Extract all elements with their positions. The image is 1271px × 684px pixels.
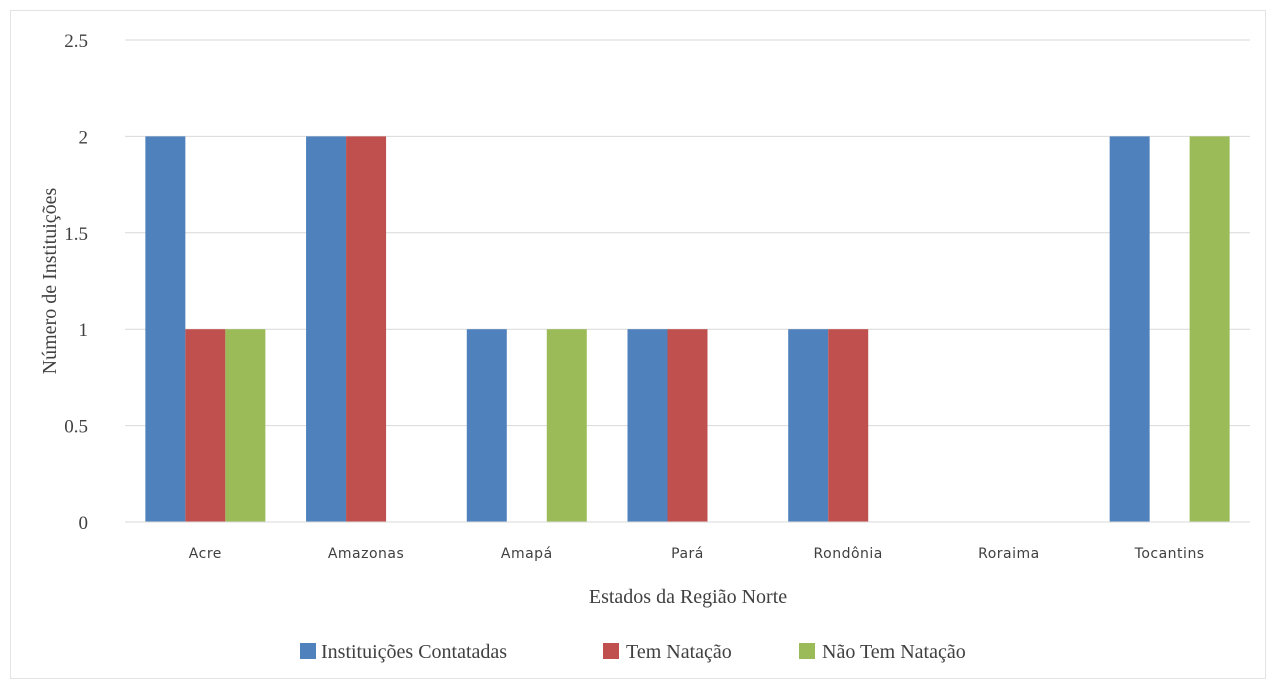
x-axis-label: Estados da Região Norte bbox=[589, 586, 787, 608]
y-tick-label: 1.5 bbox=[64, 224, 88, 245]
y-tick-label: 2 bbox=[79, 127, 89, 148]
bar bbox=[1109, 136, 1150, 522]
bar bbox=[788, 329, 829, 522]
x-tick-label: Pará bbox=[671, 546, 704, 562]
bar bbox=[306, 136, 347, 522]
legend: Instituições Contatadas Tem Natação Não Te… bbox=[300, 641, 966, 663]
x-tick-label: Tocantins bbox=[1134, 546, 1205, 562]
x-tick-label: Rondônia bbox=[814, 546, 883, 562]
legend-label: Não Tem Natação bbox=[822, 641, 966, 663]
x-axis-ticks: Acre Amazonas Amapá Pará Rondônia Roraima Toca… bbox=[189, 546, 1205, 562]
bar bbox=[346, 136, 387, 522]
legend-swatch bbox=[603, 643, 619, 659]
legend-swatch bbox=[300, 643, 316, 659]
bar bbox=[627, 329, 668, 522]
x-tick-label: Amapá bbox=[501, 546, 553, 562]
bar bbox=[185, 329, 226, 522]
bar bbox=[667, 329, 708, 522]
x-tick-label: Acre bbox=[189, 546, 222, 562]
x-tick-label: Amazonas bbox=[328, 546, 404, 562]
y-tick-label: 2.5 bbox=[64, 31, 88, 52]
y-axis-label: Número de Instituições bbox=[39, 187, 61, 374]
bar bbox=[546, 329, 587, 522]
y-tick-label: 1 bbox=[79, 320, 89, 341]
y-tick-label: 0 bbox=[79, 513, 89, 534]
bar bbox=[225, 329, 266, 522]
x-tick-label: Roraima bbox=[978, 546, 1040, 562]
legend-label: Instituições Contatadas bbox=[321, 641, 507, 663]
y-tick-label: 0.5 bbox=[64, 417, 88, 438]
bars bbox=[145, 136, 1230, 522]
bar bbox=[145, 136, 186, 522]
bar bbox=[1189, 136, 1230, 522]
legend-label: Tem Natação bbox=[626, 641, 732, 663]
y-axis-ticks: 0 0.5 1 1.5 2 2.5 bbox=[64, 31, 88, 534]
bar bbox=[828, 329, 869, 522]
bar bbox=[466, 329, 507, 522]
legend-swatch bbox=[799, 643, 815, 659]
